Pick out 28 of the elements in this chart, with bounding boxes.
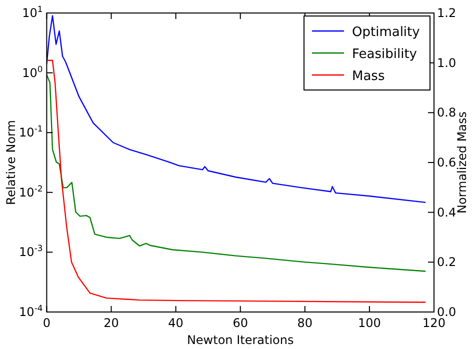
x-tick-label: 20 (104, 316, 119, 330)
y2-tick-label: 0.0 (437, 305, 456, 319)
y-tick-label: 10$^{-1}$ (19, 124, 43, 140)
y2-tick-label: 1.0 (437, 56, 456, 70)
y-axis-title: Relative Norm (4, 120, 18, 205)
legend-label: Optimality (352, 25, 420, 40)
y-tick-label: 10$^{-4}$ (19, 303, 43, 319)
y-tick-label: 10$^{1}$ (22, 4, 43, 20)
x-axis-title: Newton Iterations (186, 333, 294, 347)
line-series (46, 15, 426, 204)
y-tick-label: 10$^{0}$ (22, 64, 43, 80)
x-tick-label: 80 (297, 316, 313, 330)
legend-label: Feasibility (352, 47, 418, 62)
x-tick-label: 0 (42, 316, 51, 330)
y-tick-label: 10$^{-2}$ (19, 183, 43, 200)
line-series (46, 60, 426, 303)
y2-tick-label: 0.8 (437, 106, 456, 120)
x-tick-label: 100 (358, 316, 381, 330)
y-tick-label: 10$^{-3}$ (19, 243, 43, 260)
y2-tick-label: 0.6 (437, 156, 456, 170)
x-tick-label: 120 (422, 316, 446, 330)
x-tick-label: 60 (232, 316, 248, 330)
y2-tick-label: 0.4 (437, 205, 456, 220)
y2-axis-title: Normalized Mass (455, 111, 469, 214)
y2-tick-label: 1.2 (437, 6, 456, 20)
x-tick-label: 40 (168, 316, 184, 330)
legend-label: Mass (352, 69, 385, 84)
y2-tick-label: 0.2 (437, 255, 456, 270)
